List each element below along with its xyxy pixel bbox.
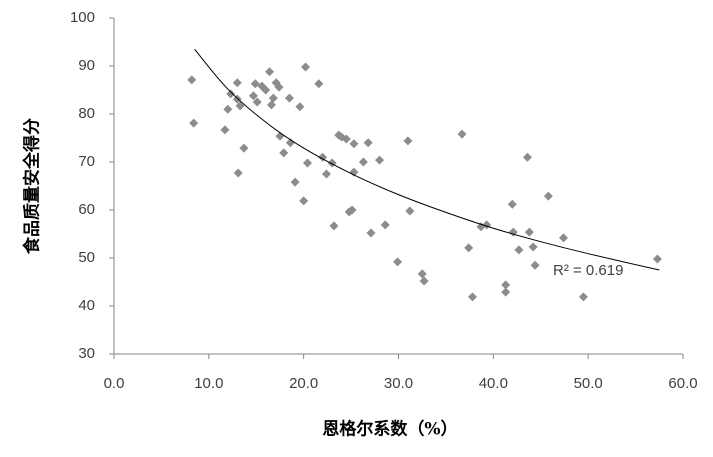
data-point (302, 158, 312, 168)
y-axis-title: 食品质量安全得分 (22, 118, 43, 254)
data-point (467, 292, 477, 302)
data-point (252, 97, 262, 107)
data-point (522, 152, 532, 162)
data-point (559, 233, 569, 243)
data-point (223, 104, 233, 114)
data-point (347, 205, 357, 215)
data-point (419, 276, 429, 286)
x-tick-label: 40.0 (479, 375, 508, 392)
data-point (528, 242, 538, 252)
data-point (457, 129, 467, 139)
data-point (232, 94, 242, 104)
x-tick-label: 30.0 (384, 375, 413, 392)
data-point (363, 138, 373, 148)
data-point (405, 206, 415, 216)
data-point (314, 79, 324, 89)
data-point (366, 228, 376, 238)
r-squared-annotation: R² = 0.619 (553, 262, 623, 279)
data-point (233, 168, 243, 178)
data-point (248, 91, 258, 101)
data-point (524, 227, 534, 237)
y-tick-label: 60 (78, 201, 95, 218)
data-point (187, 75, 197, 85)
data-point (250, 79, 260, 89)
data-point (285, 138, 295, 148)
data-point (279, 148, 289, 158)
data-point (501, 287, 511, 297)
data-point (189, 118, 199, 128)
data-point (393, 257, 403, 267)
data-point (274, 82, 284, 92)
data-point (239, 143, 249, 153)
data-point (226, 89, 236, 99)
data-point (380, 220, 390, 230)
y-tick-label: 40 (78, 297, 95, 314)
data-point (578, 292, 588, 302)
data-point (290, 177, 300, 187)
x-tick-label: 0.0 (104, 375, 125, 392)
data-point (652, 254, 662, 264)
y-tick-label: 50 (78, 249, 95, 266)
data-point (232, 78, 242, 88)
data-point (514, 245, 524, 255)
y-tick-label: 80 (78, 105, 95, 122)
data-point (266, 100, 276, 110)
x-tick-label: 50.0 (574, 375, 603, 392)
data-point (299, 196, 309, 206)
data-point (341, 134, 351, 144)
y-tick-label: 90 (78, 57, 95, 74)
x-axis-title: 恩格尔系数（%） (322, 419, 457, 440)
data-point (329, 221, 339, 231)
data-point (543, 191, 553, 201)
data-point (349, 139, 359, 149)
data-point (501, 280, 511, 290)
data-point (358, 157, 368, 167)
data-point (265, 67, 275, 77)
y-tick-label: 30 (78, 345, 95, 362)
data-point (261, 85, 271, 95)
data-point (235, 101, 245, 111)
data-point (301, 62, 311, 72)
data-point (318, 152, 328, 162)
x-tick-label: 10.0 (194, 375, 223, 392)
data-point (284, 93, 294, 103)
data-point (464, 243, 474, 253)
x-tick-label: 20.0 (289, 375, 318, 392)
trendline (194, 48, 660, 271)
data-point (403, 136, 413, 146)
data-point (507, 199, 517, 209)
data-point (321, 169, 331, 179)
data-point (530, 260, 540, 270)
data-point (295, 102, 305, 112)
y-tick-label: 100 (70, 9, 95, 26)
x-tick-label: 60.0 (668, 375, 697, 392)
y-tick-label: 70 (78, 153, 95, 170)
data-point (268, 93, 278, 103)
data-point (417, 269, 427, 279)
data-point (375, 155, 385, 165)
data-point (220, 125, 230, 135)
